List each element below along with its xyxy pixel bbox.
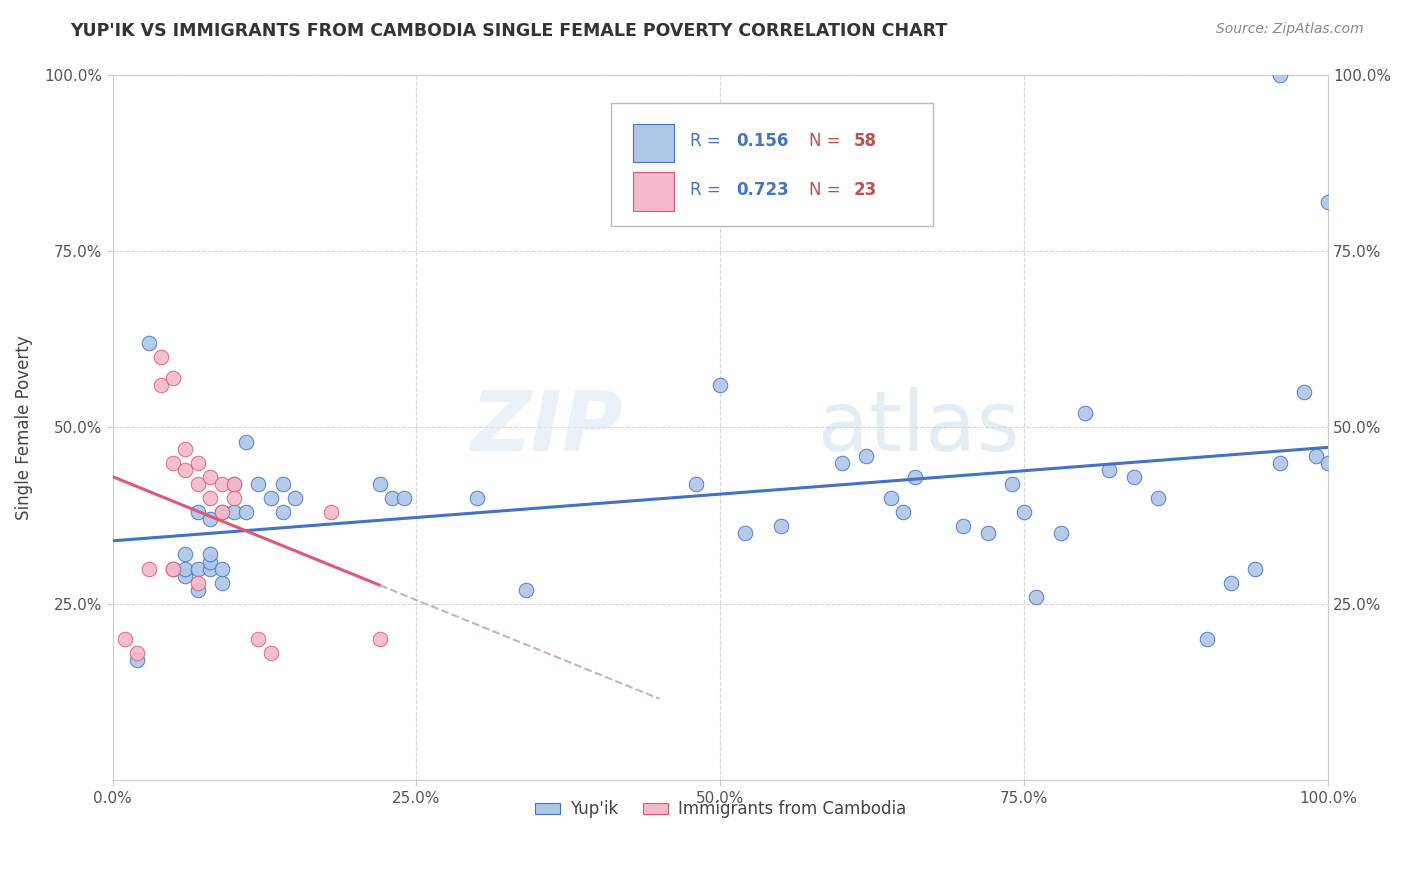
Bar	[633, 172, 673, 211]
Text: 23: 23	[853, 181, 877, 199]
Text: atlas: atlas	[817, 387, 1019, 468]
Point	[125, 653, 148, 667]
Point	[162, 456, 184, 470]
Point	[187, 575, 209, 590]
Point	[977, 526, 1000, 541]
Point	[198, 548, 221, 562]
Point	[368, 476, 391, 491]
Point	[211, 575, 233, 590]
Point	[685, 476, 707, 491]
Bar	[633, 124, 673, 162]
Point	[381, 491, 404, 505]
Point	[1219, 575, 1241, 590]
Text: R =: R =	[690, 132, 725, 150]
Text: ZIP: ZIP	[471, 387, 623, 468]
Point	[259, 646, 281, 660]
Point	[162, 561, 184, 575]
Point	[138, 561, 160, 575]
Point	[1317, 194, 1340, 209]
Text: YUP'IK VS IMMIGRANTS FROM CAMBODIA SINGLE FEMALE POVERTY CORRELATION CHART: YUP'IK VS IMMIGRANTS FROM CAMBODIA SINGL…	[70, 22, 948, 40]
Point	[515, 582, 537, 597]
Point	[952, 519, 974, 533]
Text: N =: N =	[808, 181, 846, 199]
Point	[138, 335, 160, 350]
Point	[174, 463, 197, 477]
Point	[114, 632, 136, 647]
Point	[247, 476, 270, 491]
Point	[187, 456, 209, 470]
Point	[394, 491, 416, 505]
Point	[284, 491, 307, 505]
Point	[211, 505, 233, 519]
Point	[198, 491, 221, 505]
Point	[1268, 456, 1291, 470]
Point	[174, 568, 197, 582]
Point	[271, 505, 294, 519]
Point	[211, 561, 233, 575]
Point	[174, 561, 197, 575]
Point	[125, 646, 148, 660]
Point	[187, 582, 209, 597]
Point	[150, 378, 173, 392]
Point	[211, 476, 233, 491]
Legend: Yup'ik, Immigrants from Cambodia: Yup'ik, Immigrants from Cambodia	[527, 794, 912, 825]
Text: N =: N =	[808, 132, 846, 150]
Point	[211, 505, 233, 519]
Point	[1122, 470, 1144, 484]
Point	[198, 554, 221, 568]
Point	[1244, 561, 1267, 575]
Point	[368, 632, 391, 647]
Text: R =: R =	[690, 181, 725, 199]
Point	[321, 505, 343, 519]
Point	[174, 548, 197, 562]
Point	[187, 476, 209, 491]
Point	[198, 470, 221, 484]
Point	[1049, 526, 1071, 541]
Point	[259, 491, 281, 505]
Point	[1074, 406, 1097, 420]
Point	[1305, 449, 1327, 463]
Point	[734, 526, 756, 541]
Text: 0.156: 0.156	[737, 132, 789, 150]
Point	[770, 519, 793, 533]
Text: Source: ZipAtlas.com: Source: ZipAtlas.com	[1216, 22, 1364, 37]
Point	[1317, 456, 1340, 470]
Point	[222, 491, 245, 505]
Point	[1098, 463, 1121, 477]
Point	[162, 561, 184, 575]
Text: 0.723: 0.723	[737, 181, 789, 199]
Point	[904, 470, 927, 484]
Point	[891, 505, 914, 519]
Y-axis label: Single Female Poverty: Single Female Poverty	[15, 335, 32, 520]
Point	[235, 505, 257, 519]
Point	[271, 476, 294, 491]
Point	[150, 350, 173, 364]
Point	[1012, 505, 1035, 519]
Point	[879, 491, 901, 505]
Text: 58: 58	[853, 132, 877, 150]
Point	[1001, 476, 1024, 491]
Point	[198, 512, 221, 526]
Point	[162, 371, 184, 385]
Point	[222, 476, 245, 491]
FancyBboxPatch shape	[612, 103, 934, 227]
Point	[235, 434, 257, 449]
Point	[1195, 632, 1218, 647]
Point	[187, 561, 209, 575]
Point	[222, 476, 245, 491]
Point	[247, 632, 270, 647]
Point	[1025, 590, 1047, 604]
Point	[174, 442, 197, 456]
Point	[187, 505, 209, 519]
Point	[198, 561, 221, 575]
Point	[222, 505, 245, 519]
Point	[1292, 385, 1315, 400]
Point	[465, 491, 488, 505]
Point	[709, 378, 731, 392]
Point	[831, 456, 853, 470]
Point	[855, 449, 877, 463]
Point	[1268, 68, 1291, 82]
Point	[1147, 491, 1170, 505]
